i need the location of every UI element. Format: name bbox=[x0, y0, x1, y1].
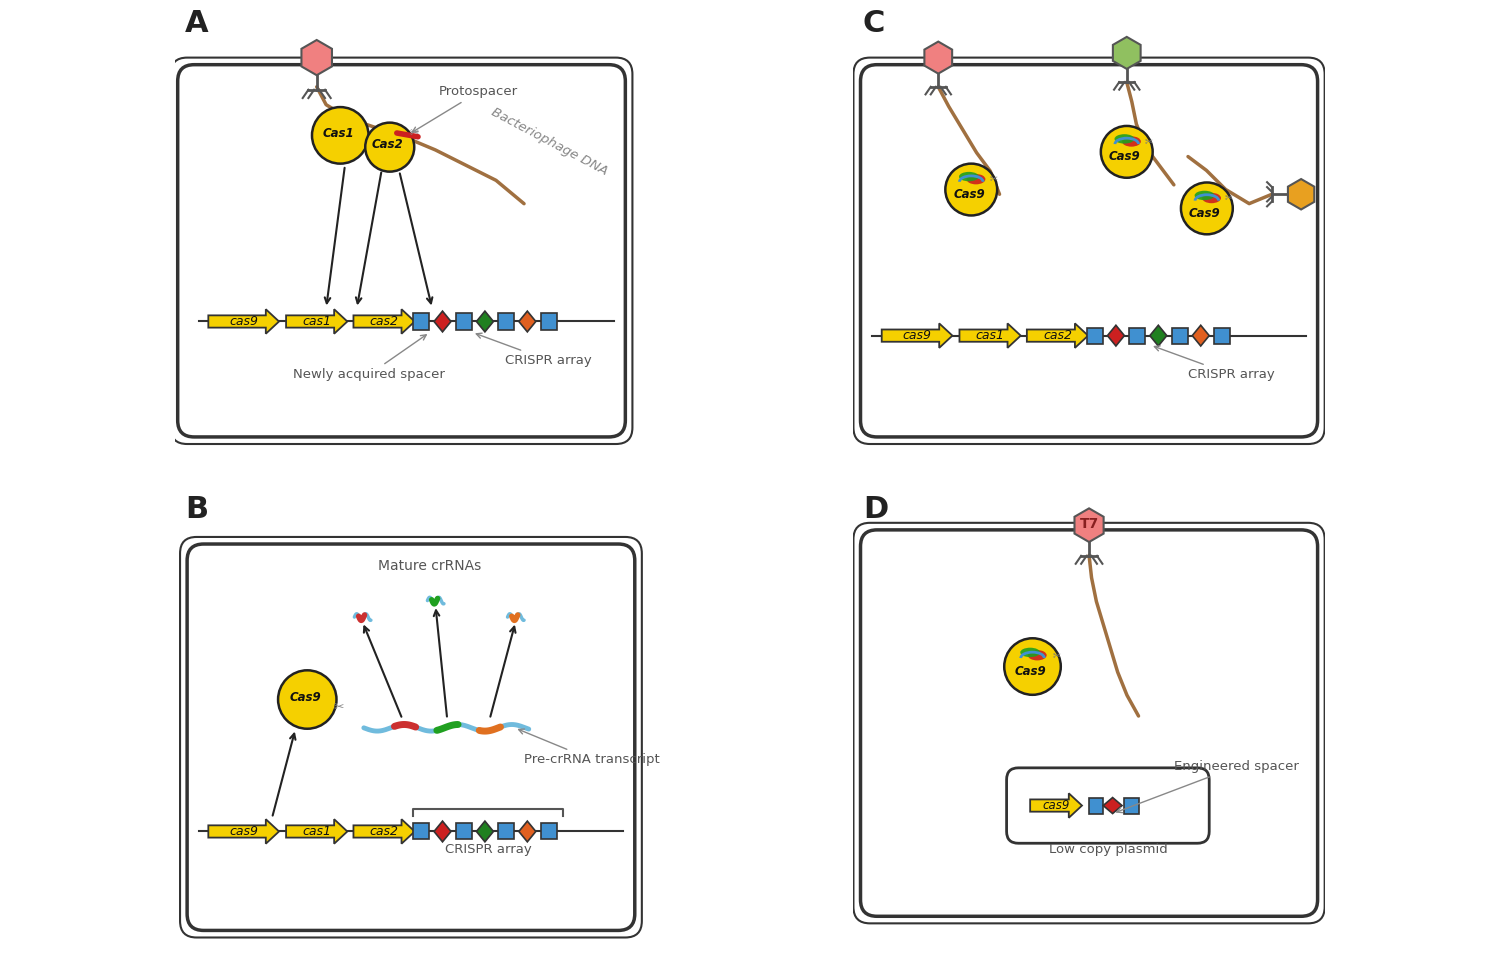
Polygon shape bbox=[960, 323, 1020, 348]
Circle shape bbox=[1004, 638, 1060, 695]
FancyBboxPatch shape bbox=[1172, 327, 1188, 344]
Ellipse shape bbox=[958, 172, 980, 182]
Polygon shape bbox=[477, 311, 494, 332]
FancyBboxPatch shape bbox=[1089, 797, 1102, 814]
Polygon shape bbox=[1288, 179, 1314, 209]
Text: Engineered spacer: Engineered spacer bbox=[1116, 760, 1299, 813]
Text: cas1: cas1 bbox=[302, 315, 332, 328]
Text: cas2: cas2 bbox=[369, 315, 399, 328]
Ellipse shape bbox=[1122, 137, 1142, 147]
Text: cas9: cas9 bbox=[1042, 799, 1070, 812]
FancyBboxPatch shape bbox=[414, 314, 429, 329]
Text: C: C bbox=[862, 9, 885, 38]
Text: cas9: cas9 bbox=[230, 825, 258, 838]
Text: cas1: cas1 bbox=[975, 329, 1005, 342]
FancyBboxPatch shape bbox=[1007, 768, 1209, 843]
Text: D: D bbox=[862, 495, 888, 524]
Text: CRISPR array: CRISPR array bbox=[477, 333, 592, 367]
Text: B: B bbox=[184, 495, 209, 524]
Text: Cas9: Cas9 bbox=[1108, 150, 1140, 163]
Circle shape bbox=[1180, 183, 1233, 234]
Ellipse shape bbox=[1202, 192, 1221, 203]
Polygon shape bbox=[209, 820, 279, 844]
FancyBboxPatch shape bbox=[1125, 797, 1138, 814]
Text: T7: T7 bbox=[1080, 517, 1098, 531]
Polygon shape bbox=[209, 310, 279, 334]
Text: Cas9: Cas9 bbox=[1014, 664, 1046, 678]
Text: ✂: ✂ bbox=[1144, 136, 1154, 147]
Ellipse shape bbox=[1020, 648, 1040, 658]
Text: Newly acquired spacer: Newly acquired spacer bbox=[292, 335, 446, 381]
FancyBboxPatch shape bbox=[540, 314, 556, 329]
FancyBboxPatch shape bbox=[456, 314, 471, 329]
Polygon shape bbox=[1074, 508, 1104, 542]
Text: cas9: cas9 bbox=[903, 329, 932, 342]
FancyBboxPatch shape bbox=[188, 544, 634, 930]
Text: Cas1: Cas1 bbox=[322, 126, 354, 140]
Text: cas9: cas9 bbox=[230, 315, 258, 328]
FancyBboxPatch shape bbox=[1214, 327, 1230, 344]
Polygon shape bbox=[433, 311, 451, 332]
FancyBboxPatch shape bbox=[498, 824, 514, 839]
Circle shape bbox=[278, 670, 336, 729]
Text: Mature crRNAs: Mature crRNAs bbox=[378, 559, 482, 573]
Polygon shape bbox=[1030, 793, 1081, 818]
FancyBboxPatch shape bbox=[177, 64, 626, 437]
Text: Cas9: Cas9 bbox=[952, 188, 984, 200]
Circle shape bbox=[1101, 126, 1152, 178]
Polygon shape bbox=[354, 310, 414, 334]
FancyBboxPatch shape bbox=[1130, 327, 1144, 344]
Circle shape bbox=[364, 123, 414, 172]
Text: ✂: ✂ bbox=[1053, 650, 1060, 660]
Polygon shape bbox=[286, 310, 348, 334]
Ellipse shape bbox=[966, 174, 986, 185]
Text: cas2: cas2 bbox=[369, 825, 399, 838]
Ellipse shape bbox=[1114, 134, 1134, 144]
Text: CRISPR array: CRISPR array bbox=[1155, 346, 1275, 381]
Polygon shape bbox=[519, 821, 536, 842]
FancyBboxPatch shape bbox=[861, 530, 1317, 916]
Text: ✂: ✂ bbox=[333, 701, 344, 714]
Polygon shape bbox=[1113, 37, 1140, 69]
Text: ✂: ✂ bbox=[410, 129, 420, 139]
Polygon shape bbox=[302, 40, 332, 75]
Ellipse shape bbox=[1028, 650, 1047, 660]
FancyBboxPatch shape bbox=[414, 824, 429, 839]
Text: Pre-crRNA transcript: Pre-crRNA transcript bbox=[519, 729, 660, 766]
Polygon shape bbox=[1192, 325, 1209, 346]
Polygon shape bbox=[477, 821, 494, 842]
Circle shape bbox=[945, 163, 998, 216]
FancyBboxPatch shape bbox=[861, 64, 1317, 437]
Text: Cas2: Cas2 bbox=[372, 139, 404, 151]
Polygon shape bbox=[1102, 797, 1122, 814]
Polygon shape bbox=[1107, 325, 1125, 346]
Text: Cas9: Cas9 bbox=[290, 691, 321, 703]
Polygon shape bbox=[1028, 323, 1088, 348]
Circle shape bbox=[312, 107, 369, 163]
FancyBboxPatch shape bbox=[1086, 327, 1102, 344]
Text: cas1: cas1 bbox=[302, 825, 332, 838]
Polygon shape bbox=[519, 311, 536, 332]
Text: ✂: ✂ bbox=[990, 174, 998, 184]
Text: cas2: cas2 bbox=[1042, 329, 1072, 342]
Text: Protospacer: Protospacer bbox=[413, 85, 519, 132]
Text: A: A bbox=[184, 9, 209, 38]
FancyBboxPatch shape bbox=[456, 824, 471, 839]
Text: Low copy plasmid: Low copy plasmid bbox=[1048, 843, 1167, 856]
Text: Cas9: Cas9 bbox=[1188, 206, 1221, 220]
Polygon shape bbox=[924, 42, 952, 73]
Polygon shape bbox=[354, 820, 414, 844]
FancyBboxPatch shape bbox=[498, 314, 514, 329]
Polygon shape bbox=[882, 323, 952, 348]
FancyBboxPatch shape bbox=[540, 824, 556, 839]
Text: ✂: ✂ bbox=[1226, 192, 1233, 202]
Polygon shape bbox=[286, 820, 348, 844]
Text: CRISPR array: CRISPR array bbox=[444, 843, 531, 856]
Polygon shape bbox=[1150, 325, 1167, 346]
Polygon shape bbox=[433, 821, 451, 842]
Ellipse shape bbox=[1194, 191, 1215, 200]
Text: Bacteriophage DNA: Bacteriophage DNA bbox=[489, 106, 609, 179]
